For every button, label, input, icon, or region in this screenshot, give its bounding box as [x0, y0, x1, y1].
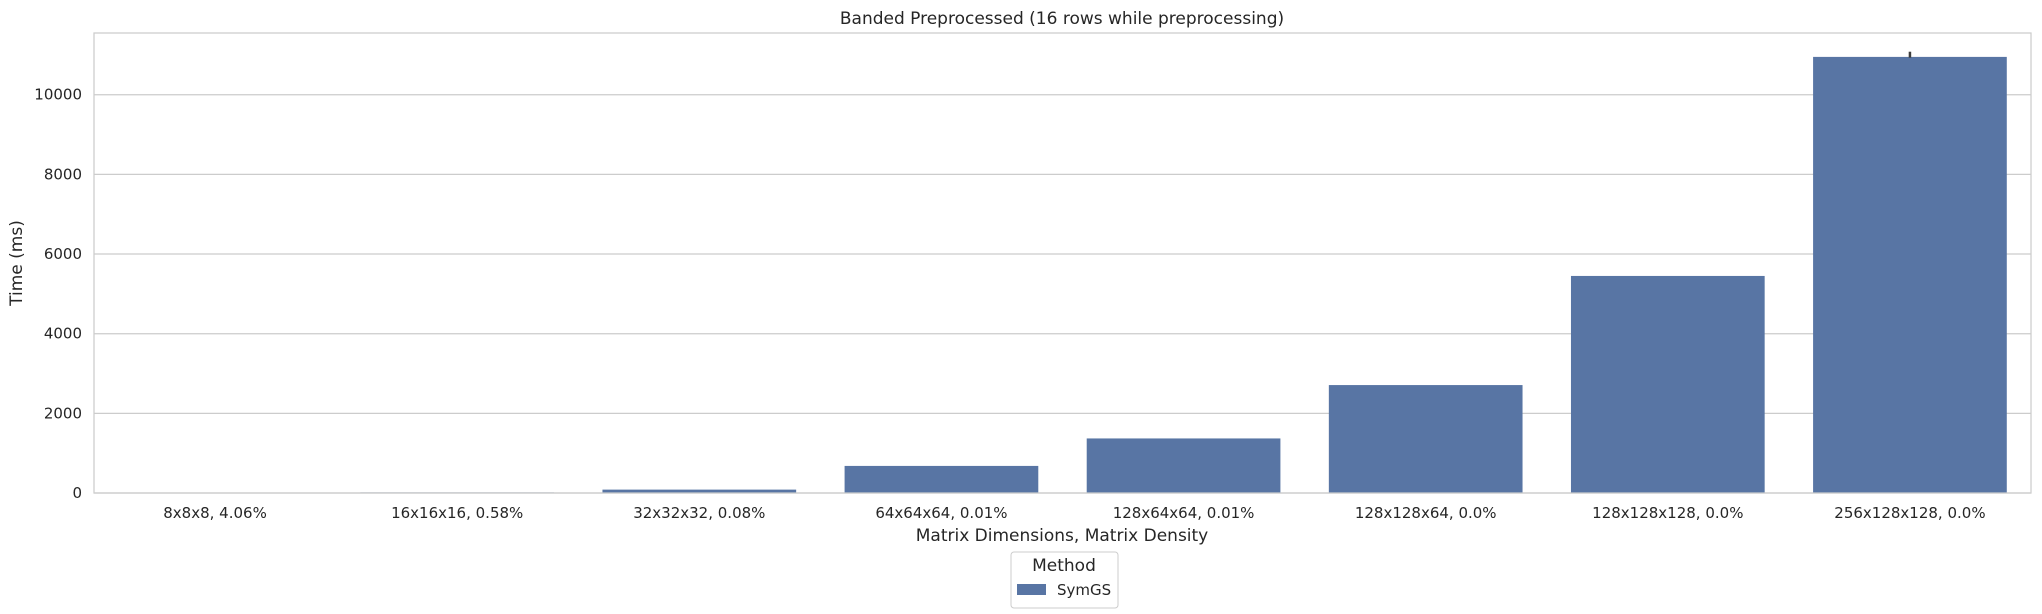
- x-axis-ticks: 8x8x8, 4.06% 16x16x16, 0.58% 32x32x32, 0.0…: [163, 504, 1985, 522]
- x-tick-label: 128x64x64, 0.01%: [1113, 504, 1255, 522]
- y-tick-label: 8000: [44, 165, 82, 183]
- y-tick-label: 4000: [44, 325, 82, 343]
- y-tick-label: 10000: [34, 86, 82, 104]
- x-tick-label: 128x128x128, 0.0%: [1592, 504, 1743, 522]
- x-tick-label: 16x16x16, 0.58%: [391, 504, 523, 522]
- y-axis-label: Time (ms): [7, 220, 27, 307]
- legend-swatch: [1017, 584, 1046, 595]
- x-axis-label: Matrix Dimensions, Matrix Density: [916, 526, 1209, 546]
- legend-entry-label: SymGS: [1057, 581, 1111, 599]
- x-tick-label: 128x128x64, 0.0%: [1355, 504, 1497, 522]
- x-tick-label: 8x8x8, 4.06%: [163, 504, 267, 522]
- bar: [844, 465, 1039, 493]
- bars: [118, 56, 2007, 493]
- x-tick-label: 64x64x64, 0.01%: [875, 504, 1007, 522]
- bar: [1570, 275, 1765, 493]
- x-tick-label: 32x32x32, 0.08%: [633, 504, 765, 522]
- x-tick-label: 256x128x128, 0.0%: [1834, 504, 1985, 522]
- bar: [602, 489, 797, 493]
- y-axis-ticks: 0 2000 4000 6000 8000 10000: [34, 86, 82, 502]
- y-tick-label: 6000: [44, 245, 82, 263]
- bar: [1086, 438, 1281, 493]
- chart-title: Banded Preprocessed (16 rows while prepr…: [840, 9, 1284, 29]
- legend-title: Method: [1032, 556, 1096, 576]
- y-tick-label: 2000: [44, 404, 82, 422]
- bar: [1813, 56, 2007, 493]
- bar: [1328, 385, 1523, 493]
- plot-frame: [93, 32, 2032, 494]
- legend: Method SymGS: [1010, 551, 1119, 609]
- y-tick-label: 0: [72, 484, 82, 502]
